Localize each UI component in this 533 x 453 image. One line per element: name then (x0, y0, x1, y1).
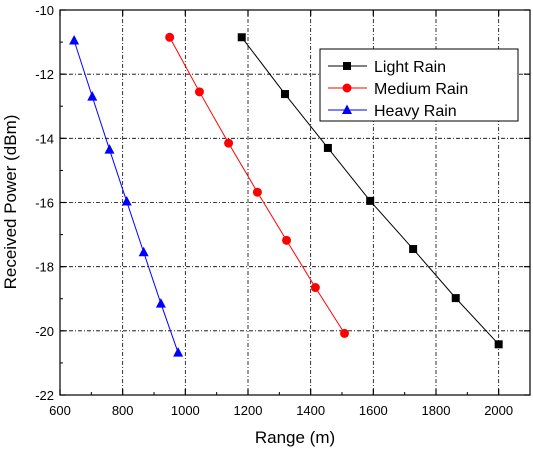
data-point-medium-rain (310, 283, 320, 293)
data-point-light-rain (409, 245, 418, 254)
data-point-medium-rain (282, 235, 292, 245)
x-axis-label: Range (m) (255, 428, 335, 447)
data-point-heavy-rain (138, 246, 149, 257)
x-tick-label: 1000 (171, 403, 200, 418)
x-tick-label: 1200 (234, 403, 263, 418)
data-point-medium-rain (165, 32, 175, 42)
data-point-light-rain (451, 294, 460, 303)
x-tick-label: 2000 (484, 403, 513, 418)
x-tick-label: 1600 (359, 403, 388, 418)
data-point-light-rain (237, 33, 246, 42)
y-tick-label: -12 (35, 67, 54, 82)
data-point-medium-rain (340, 328, 350, 338)
y-axis-label: Received Power (dBm) (1, 115, 20, 290)
data-point-heavy-rain (69, 34, 80, 45)
x-tick-label: 1800 (422, 403, 451, 418)
y-tick-label: -22 (35, 388, 54, 403)
data-point-medium-rain (224, 138, 234, 148)
data-point-heavy-rain (155, 298, 166, 308)
data-point-light-rain (494, 340, 503, 349)
legend-marker-heavy-rain (342, 104, 352, 114)
legend-marker-light-rain (343, 62, 351, 70)
y-tick-label: -14 (35, 131, 54, 146)
legend-label-heavy-rain: Heavy Rain (374, 103, 457, 120)
data-point-heavy-rain (173, 347, 184, 357)
data-point-light-rain (366, 196, 375, 205)
y-tick-label: -18 (35, 260, 54, 275)
data-point-medium-rain (194, 87, 204, 97)
y-tick-label: -10 (35, 3, 54, 18)
x-tick-label: 800 (112, 403, 134, 418)
data-point-heavy-rain (87, 91, 98, 101)
data-point-light-rain (323, 143, 332, 152)
x-tick-label: 1400 (296, 403, 325, 418)
legend-marker-medium-rain (342, 83, 352, 93)
legend: Light Rain Medium Rain Heavy Rain (319, 48, 519, 122)
series-layer (69, 32, 503, 357)
axes: 600 800 1000 1200 1400 1600 1800 2000 -22 -20 -18 -… (35, 3, 530, 418)
legend-box (319, 48, 519, 122)
legend-label-light-rain: Light Rain (374, 59, 446, 76)
legend-label-medium-rain: Medium Rain (374, 81, 468, 98)
data-point-heavy-rain (104, 144, 115, 154)
data-point-medium-rain (252, 187, 262, 197)
x-tick-label: 600 (49, 403, 71, 418)
data-point-heavy-rain (121, 196, 132, 206)
y-tick-label: -20 (35, 324, 54, 339)
y-tick-label: -16 (35, 196, 54, 211)
data-point-light-rain (280, 90, 289, 99)
